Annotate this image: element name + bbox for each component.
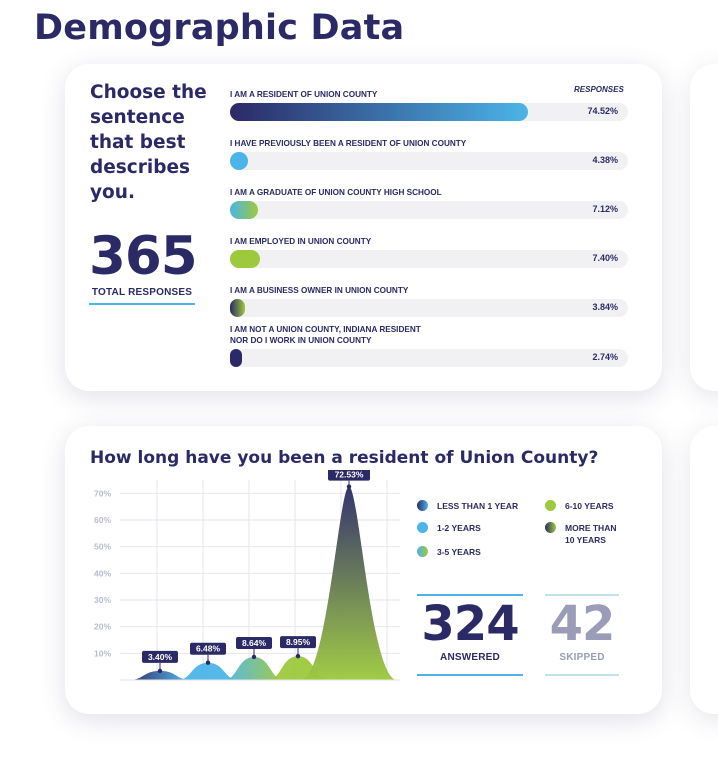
legend-swatch — [417, 500, 428, 511]
response-bar — [230, 250, 260, 268]
response-bar-track: 2.74% — [230, 349, 628, 367]
data-label-box — [190, 642, 226, 655]
legend-item: LESS THAN 1 YEAR — [417, 500, 518, 512]
response-label: I AM NOT A UNION COUNTY, INDIANA RESIDEN… — [230, 325, 421, 345]
answered-value: 324 — [421, 596, 519, 652]
response-label: I AM A BUSINESS OWNER IN UNION COUNTY — [230, 286, 409, 295]
response-row: I AM NOT A UNION COUNTY, INDIANA RESIDEN… — [230, 315, 630, 367]
response-bar — [230, 152, 248, 170]
data-label-box — [236, 636, 272, 649]
data-label: 8.64% — [242, 638, 267, 648]
area-peak — [130, 670, 190, 680]
total-responses: 365 TOTAL RESPONSES — [89, 226, 198, 305]
response-bar-track: 74.52% — [230, 103, 628, 121]
legend-item: 6-10 YEARS — [545, 500, 614, 512]
background-card — [690, 64, 718, 391]
y-tick-label: 40% — [94, 568, 111, 578]
legend-swatch — [417, 522, 428, 533]
question-text: Choose the sentence that best describes … — [90, 82, 207, 203]
response-row: I AM A RESIDENT OF UNION COUNTY 74.52% — [230, 81, 630, 121]
response-row: I HAVE PREVIOUSLY BEEN A RESIDENT OF UNI… — [230, 130, 630, 170]
response-percent: 7.12% — [592, 204, 618, 214]
response-percent: 4.38% — [592, 155, 618, 165]
response-label: I AM A RESIDENT OF UNION COUNTY — [230, 90, 378, 99]
response-bar-track: 7.12% — [230, 201, 628, 219]
data-point — [251, 654, 257, 660]
response-row: I AM A BUSINESS OWNER IN UNION COUNTY 3.8… — [230, 277, 630, 317]
y-tick-label: 10% — [94, 648, 111, 658]
data-label: 3.40% — [148, 652, 173, 662]
y-tick-label: 20% — [94, 622, 111, 632]
legend-item: 1-2 YEARS — [417, 522, 481, 534]
answered-stat: 324 ANSWERED — [417, 594, 523, 676]
area-peak — [301, 486, 397, 680]
y-tick-label: 30% — [94, 595, 111, 605]
legend-label: MORE THAN 10 YEARS — [565, 523, 617, 545]
data-label: 8.95% — [286, 637, 311, 647]
response-label: I AM A GRADUATE OF UNION COUNTY HIGH SCH… — [230, 188, 442, 197]
response-bar-track: 3.84% — [230, 299, 628, 317]
skipped-stat: 42 SKIPPED — [545, 594, 619, 676]
response-bar-track: 7.40% — [230, 250, 628, 268]
response-bar — [230, 201, 259, 219]
response-row: I AM EMPLOYED IN UNION COUNTY 7.40% — [230, 228, 630, 268]
data-point — [346, 484, 352, 489]
total-responses-value: 365 — [89, 226, 198, 287]
response-percent: 2.74% — [592, 352, 618, 362]
response-bar — [230, 349, 242, 367]
response-bar — [230, 299, 246, 317]
y-tick-label: 70% — [94, 488, 111, 498]
legend-item: 3-5 YEARS — [417, 546, 481, 558]
page-title: Demographic Data — [34, 8, 405, 48]
response-label: I AM EMPLOYED IN UNION COUNTY — [230, 237, 372, 246]
data-label: 72.53% — [335, 470, 364, 480]
data-point — [295, 653, 301, 659]
responses-header: RESPONSES — [574, 85, 624, 94]
legend-swatch — [417, 546, 428, 557]
legend-label: 1-2 YEARS — [437, 523, 481, 533]
response-bar-track: 4.38% — [230, 152, 628, 170]
data-point — [157, 668, 163, 674]
background-card — [690, 426, 718, 714]
response-bar — [230, 103, 528, 121]
legend-item: MORE THAN 10 YEARS — [545, 522, 616, 546]
legend-label: 6-10 YEARS — [565, 501, 614, 511]
survey-card-residency: How long have you been a resident of Uni… — [65, 426, 662, 714]
data-label-box — [142, 650, 178, 663]
data-label-box — [328, 470, 370, 481]
legend-swatch — [545, 522, 556, 533]
response-row: I AM A GRADUATE OF UNION COUNTY HIGH SCH… — [230, 179, 630, 219]
area-peak — [224, 656, 284, 680]
y-tick-label: 60% — [94, 515, 111, 525]
area-peak — [178, 662, 238, 680]
response-percent: 3.84% — [592, 302, 618, 312]
question-text: How long have you been a resident of Uni… — [90, 448, 599, 468]
answered-label: ANSWERED — [440, 652, 500, 663]
y-tick-label: 50% — [94, 542, 111, 552]
legend-swatch — [545, 500, 556, 511]
total-responses-label: TOTAL RESPONSES — [91, 287, 193, 298]
residency-chart: 10% 20% 30% 40% 50% 60% 70% 3.40% 6.48% 8.64% 8.95… — [94, 470, 400, 681]
data-label-box — [280, 636, 316, 649]
skipped-label: SKIPPED — [559, 652, 605, 663]
data-point — [205, 660, 211, 665]
response-percent: 7.40% — [592, 253, 618, 263]
legend-label: 3-5 YEARS — [437, 547, 481, 557]
legend-label: LESS THAN 1 YEAR — [437, 501, 519, 511]
response-label: I HAVE PREVIOUSLY BEEN A RESIDENT OF UNI… — [230, 139, 467, 148]
survey-card-describe: Choose the sentence that best describes … — [65, 64, 662, 391]
skipped-value: 42 — [549, 596, 616, 652]
response-percent: 74.52% — [587, 106, 618, 116]
data-label: 6.48% — [196, 644, 221, 654]
